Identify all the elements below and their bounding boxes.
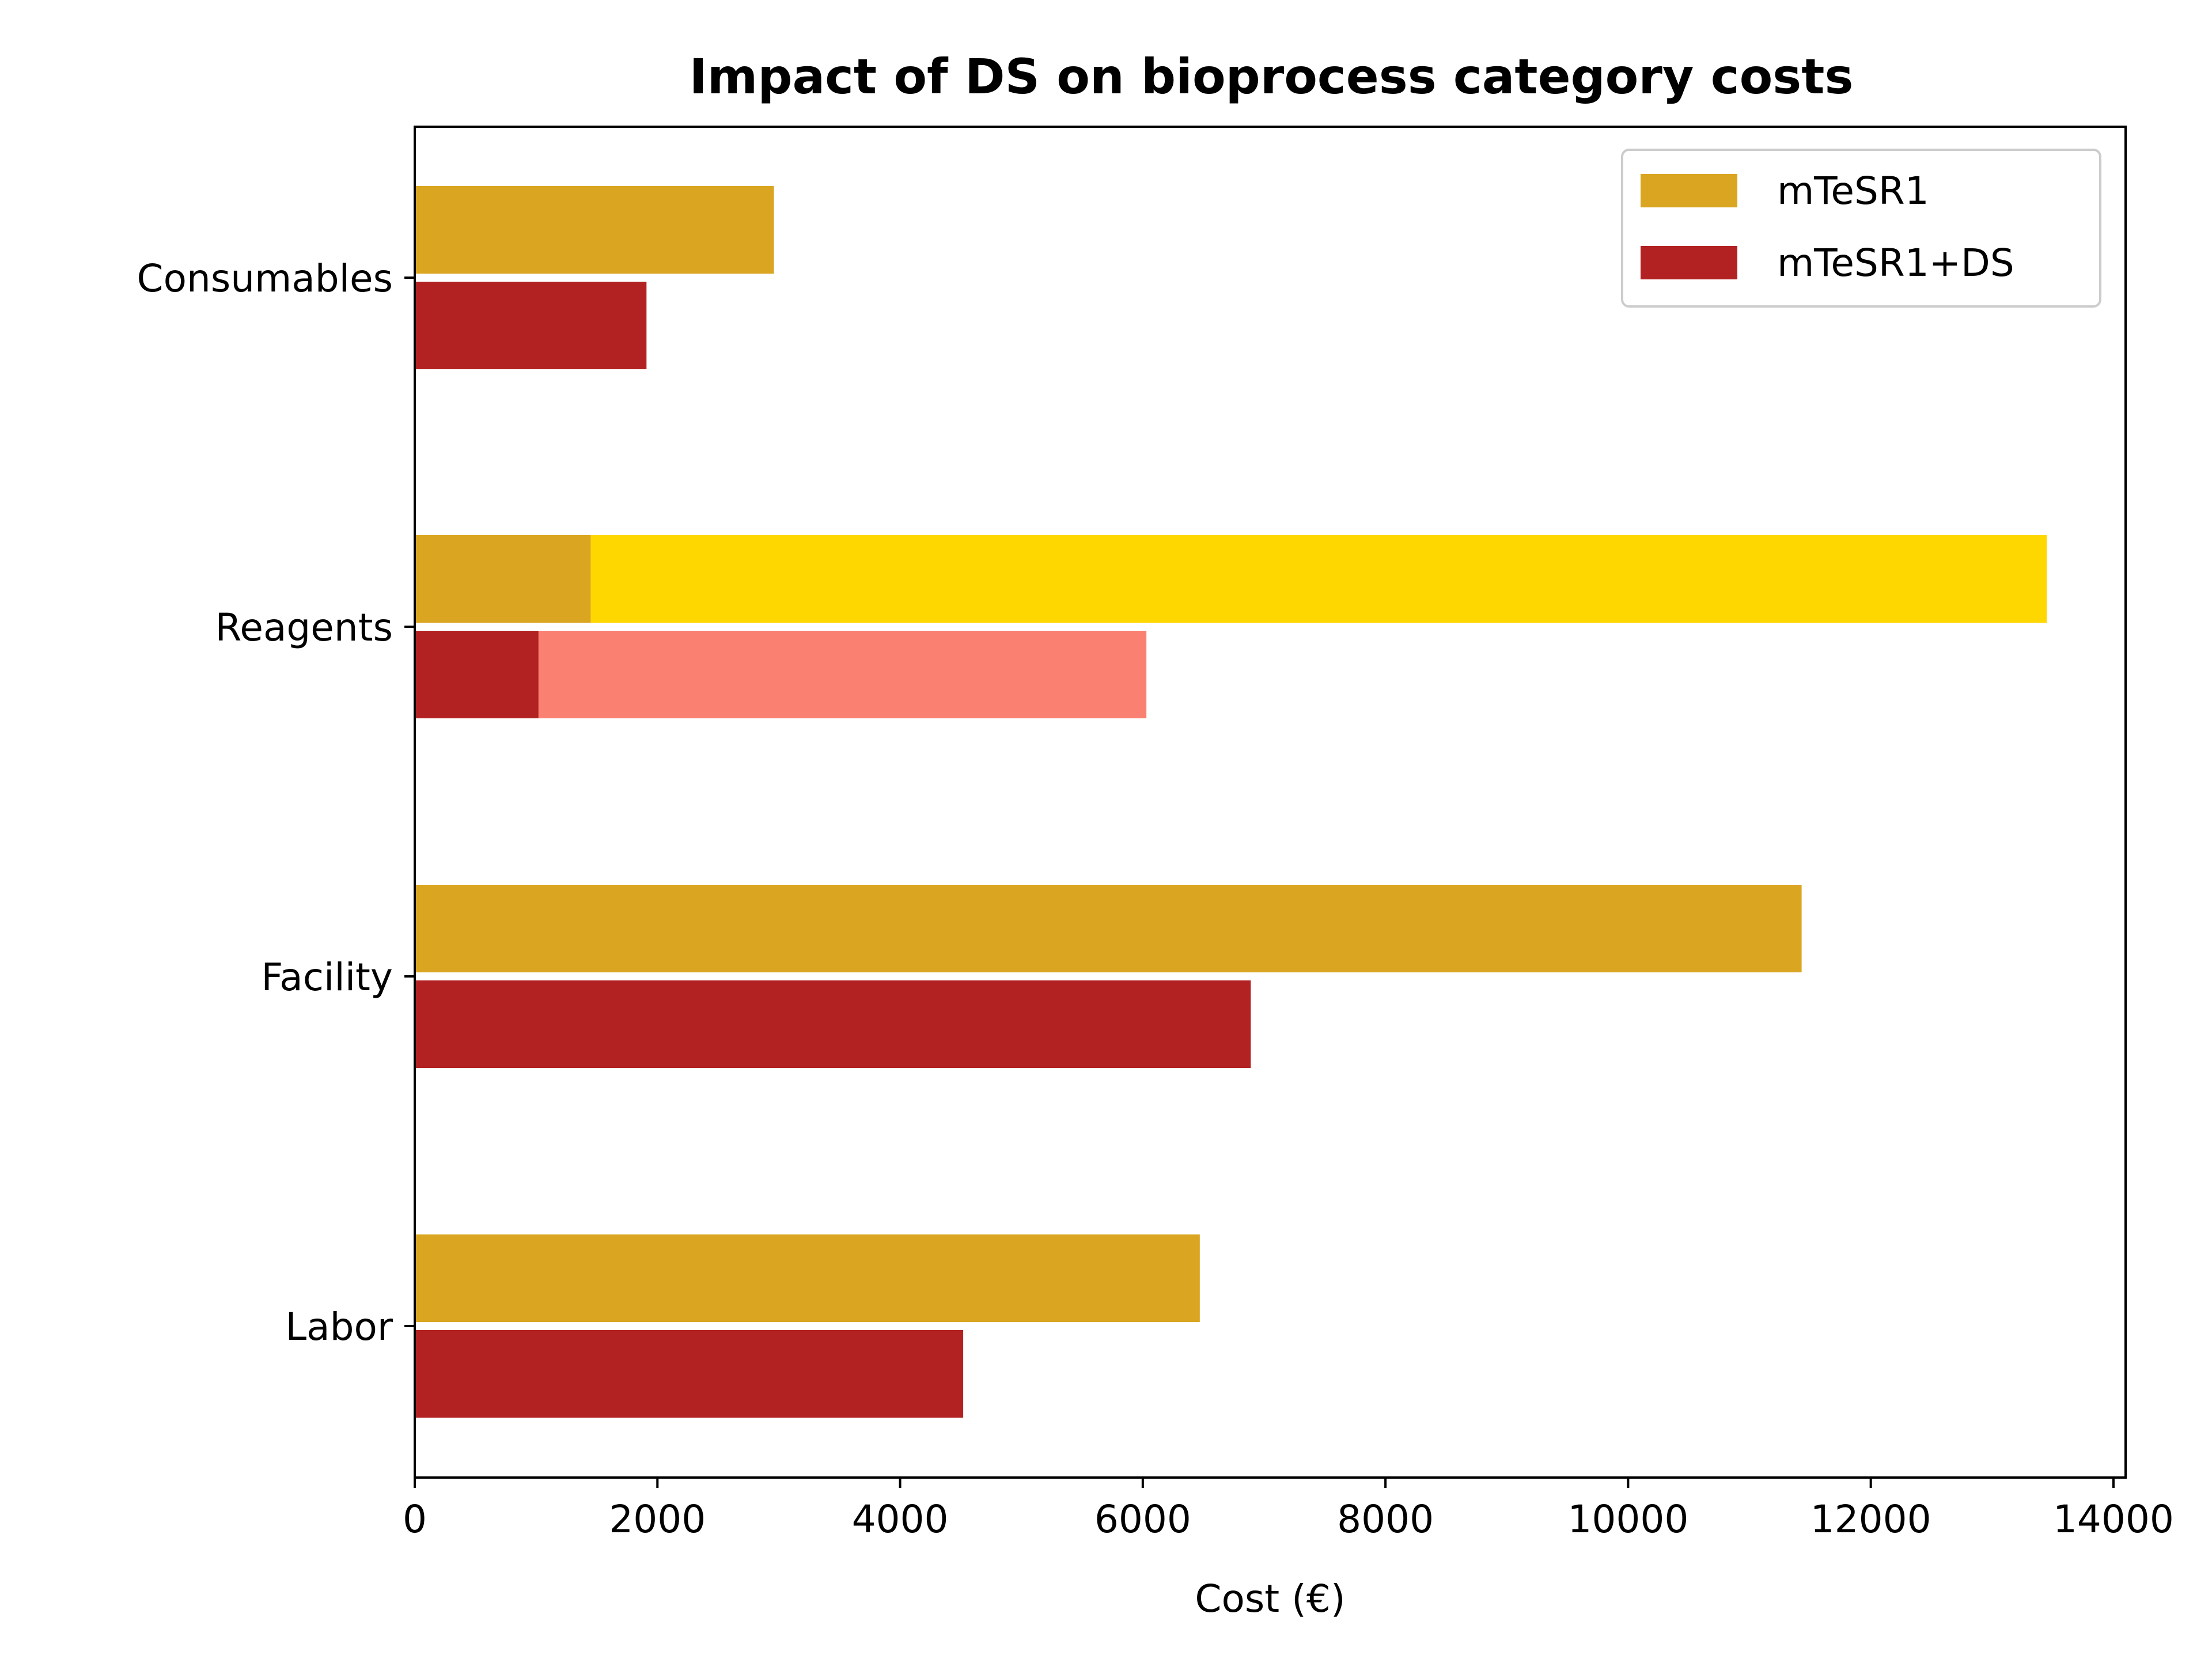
y-tick-label-consumables: Consumables [137,256,393,301]
x-axis-title: Cost (€) [1195,1577,1345,1621]
x-tick-label: 14000 [2053,1497,2174,1541]
bar-mtesr1-ds-reagents [415,631,539,718]
bar-mtesr1-ds-consumables [415,282,647,369]
bar-extension-mtesr1-ds-reagents [538,631,1147,718]
x-tick-label: 10000 [1567,1497,1688,1541]
legend-swatch-mtesr1-ds [1641,246,1737,279]
chart-title: Impact of DS on bioprocess category cost… [690,48,1854,105]
y-axis: Consumables Reagents Facility Labor [137,256,415,1349]
x-axis: 0 2000 4000 6000 8000 10000 12000 14000 [403,1478,2174,1541]
x-tick-label: 0 [403,1497,427,1541]
legend-frame [1621,149,2101,308]
y-tick-label-labor: Labor [285,1305,393,1349]
bar-mtesr1-reagents [415,535,591,623]
legend-label-mtesr1: mTeSR1 [1777,169,1929,213]
x-tick-label: 4000 [852,1497,949,1541]
bars-layer [415,186,2047,1418]
bar-mtesr1-labor [415,1234,1200,1322]
bar-mtesr1-consumables [415,186,774,274]
bar-mtesr1-ds-facility [415,980,1251,1068]
y-tick-label-reagents: Reagents [215,605,393,650]
x-tick-label: 6000 [1094,1497,1191,1541]
legend-label-mtesr1-ds: mTeSR1+DS [1777,241,2014,285]
legend-swatch-mtesr1 [1641,174,1737,207]
y-tick-label-facility: Facility [261,955,393,999]
legend: mTeSR1 mTeSR1+DS [1621,149,2101,308]
bar-mtesr1-ds-labor [415,1330,964,1418]
plot-frame [414,126,2127,1479]
x-tick-label: 2000 [609,1497,706,1541]
x-tick-label: 12000 [1810,1497,1931,1541]
bar-extension-mtesr1-reagents [590,535,2047,623]
bar-mtesr1-facility [415,885,1802,972]
x-tick-label: 8000 [1337,1497,1434,1541]
